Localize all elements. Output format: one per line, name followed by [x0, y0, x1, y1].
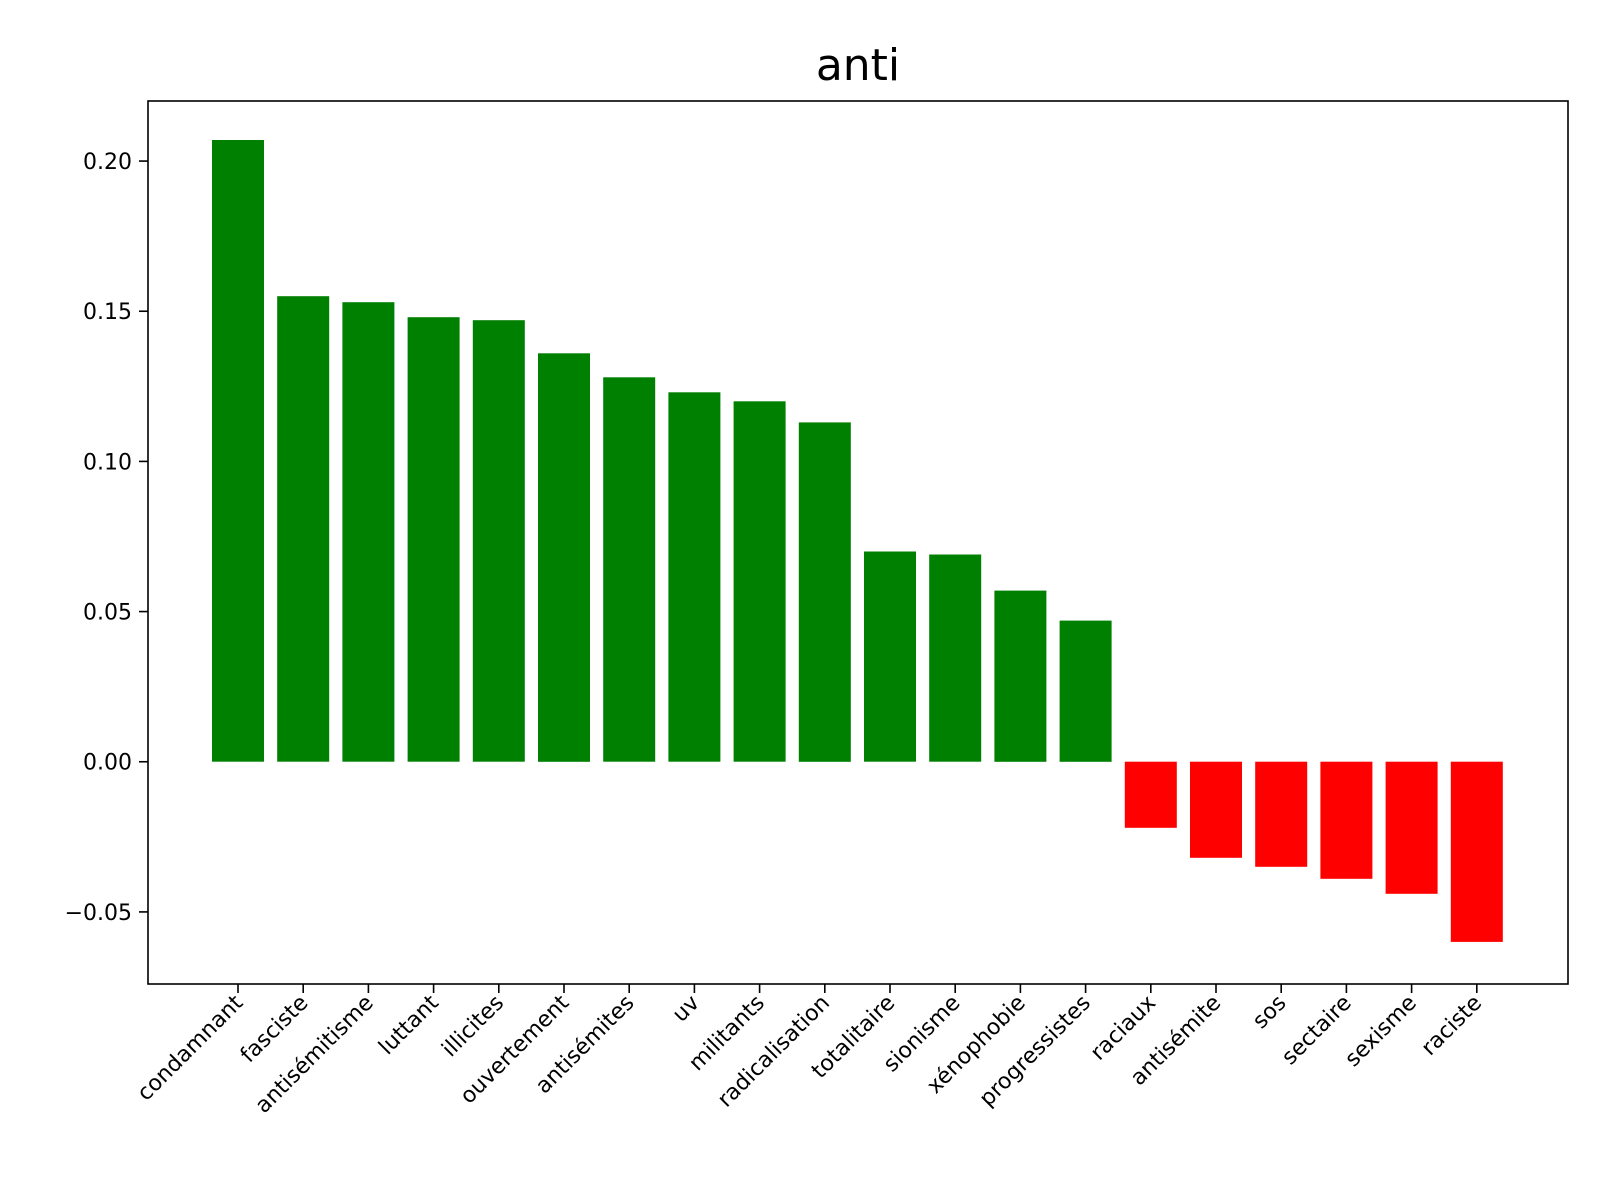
y-tick-label: 0.00 [83, 751, 132, 776]
y-tick-label: 0.05 [83, 601, 132, 626]
y-tick-label: 0.15 [83, 300, 132, 325]
x-tick-label: raciste [1417, 991, 1487, 1061]
x-tick-label: condamnant [133, 990, 249, 1106]
bar-fasciste [277, 296, 330, 762]
bar-uv [668, 392, 721, 762]
x-tick-label: sexisme [1340, 991, 1421, 1072]
bar-sionisme [929, 554, 982, 762]
x-tick-label: luttant [374, 990, 444, 1060]
bar-sos [1255, 761, 1308, 867]
bar-radicalisation [798, 422, 851, 762]
x-tick-label: sos [1248, 991, 1291, 1034]
bar-illicites [472, 320, 525, 762]
chart-title: anti [816, 40, 900, 91]
y-tick-label: 0.20 [83, 150, 132, 175]
bar-progressistes [1059, 620, 1112, 762]
bars-group [212, 140, 1503, 942]
bar-militants [733, 401, 786, 762]
bar-sexisme [1385, 761, 1438, 894]
x-tick-label: uv [668, 991, 705, 1028]
y-axis: −0.05 0.00 0.05 0.10 0.15 0.20 [65, 150, 148, 926]
bar-xénophobie [994, 590, 1047, 762]
bar-raciaux [1124, 761, 1177, 828]
bar-antisémitisme [342, 302, 395, 762]
bar-condamnant [212, 140, 264, 762]
plot-frame [147, 100, 1569, 985]
x-tick-label: radicalisation [713, 991, 835, 1113]
x-tick-label: progressistes [975, 991, 1096, 1112]
y-tick-label: −0.05 [65, 901, 132, 926]
bar-ouvertement [538, 353, 590, 762]
bar-antisémite [1190, 761, 1242, 858]
x-tick-label: antisémitisme [251, 991, 379, 1119]
bar-sectaire [1320, 761, 1373, 879]
bar-antisémites [603, 377, 656, 762]
bar-luttant [407, 317, 460, 762]
bar-totalitaire [864, 551, 916, 762]
bar-raciste [1450, 761, 1503, 942]
y-tick-label: 0.10 [83, 450, 132, 475]
x-axis: condamnantfascisteantisémitismeluttantil… [133, 984, 1487, 1118]
